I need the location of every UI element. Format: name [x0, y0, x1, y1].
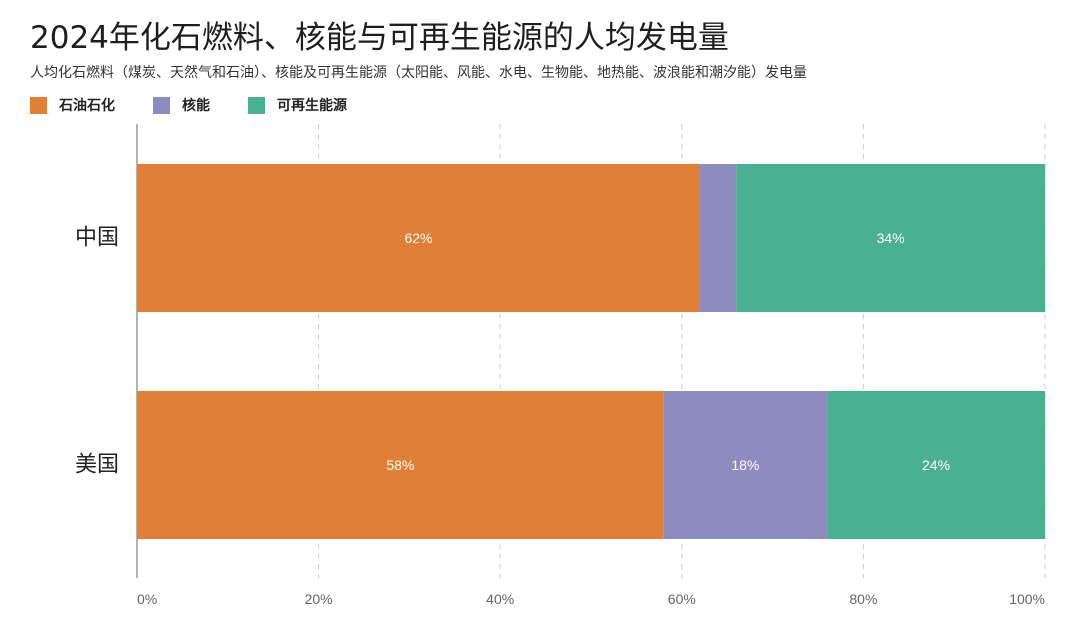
- x-tick-label: 40%: [486, 591, 514, 607]
- bar-segment: [137, 391, 664, 539]
- data-label: 24%: [922, 457, 950, 473]
- chart-subtitle: 人均化石燃料（煤炭、天然气和石油）、核能及可再生能源（太阳能、风能、水电、生物能…: [30, 65, 807, 81]
- bar-segment: [137, 164, 700, 312]
- bar-segment: [736, 164, 1045, 312]
- data-label: 62%: [404, 230, 432, 246]
- legend-item-fossil: 石油石化: [30, 95, 115, 115]
- legend-swatch-fossil: [30, 96, 47, 114]
- x-tick-label: 60%: [668, 591, 696, 607]
- x-axis-ticks: 0% 20% 40% 60% 80% 100%: [137, 591, 1045, 607]
- data-label: 34%: [877, 230, 905, 246]
- data-label: 18%: [731, 457, 759, 473]
- chart-title: 2024年化石燃料、核能与可再生能源的人均发电量: [30, 20, 729, 56]
- x-tick-label: 100%: [1009, 591, 1045, 607]
- bar-segment: [663, 391, 828, 539]
- legend-item-renewable: 可再生能源: [248, 95, 347, 115]
- bar-segment: [699, 164, 737, 312]
- legend-label-renewable: 可再生能源: [277, 98, 347, 114]
- category-label: 中国: [75, 226, 119, 251]
- legend: 石油石化 核能 可再生能源: [30, 94, 385, 116]
- data-label: 58%: [386, 457, 414, 473]
- legend-swatch-nuclear: [153, 96, 170, 114]
- x-tick-label: 0%: [137, 591, 157, 607]
- bar-segment: [827, 391, 1045, 539]
- x-tick-label: 20%: [305, 591, 333, 607]
- legend-item-nuclear: 核能: [153, 95, 210, 115]
- x-tick-label: 80%: [849, 591, 877, 607]
- legend-label-fossil: 石油石化: [59, 98, 115, 114]
- legend-swatch-renewable: [248, 96, 265, 114]
- bars: 62% 34% 中国 58% 18% 24% 美国: [75, 164, 1045, 539]
- category-label: 美国: [75, 453, 119, 478]
- legend-label-nuclear: 核能: [182, 98, 210, 114]
